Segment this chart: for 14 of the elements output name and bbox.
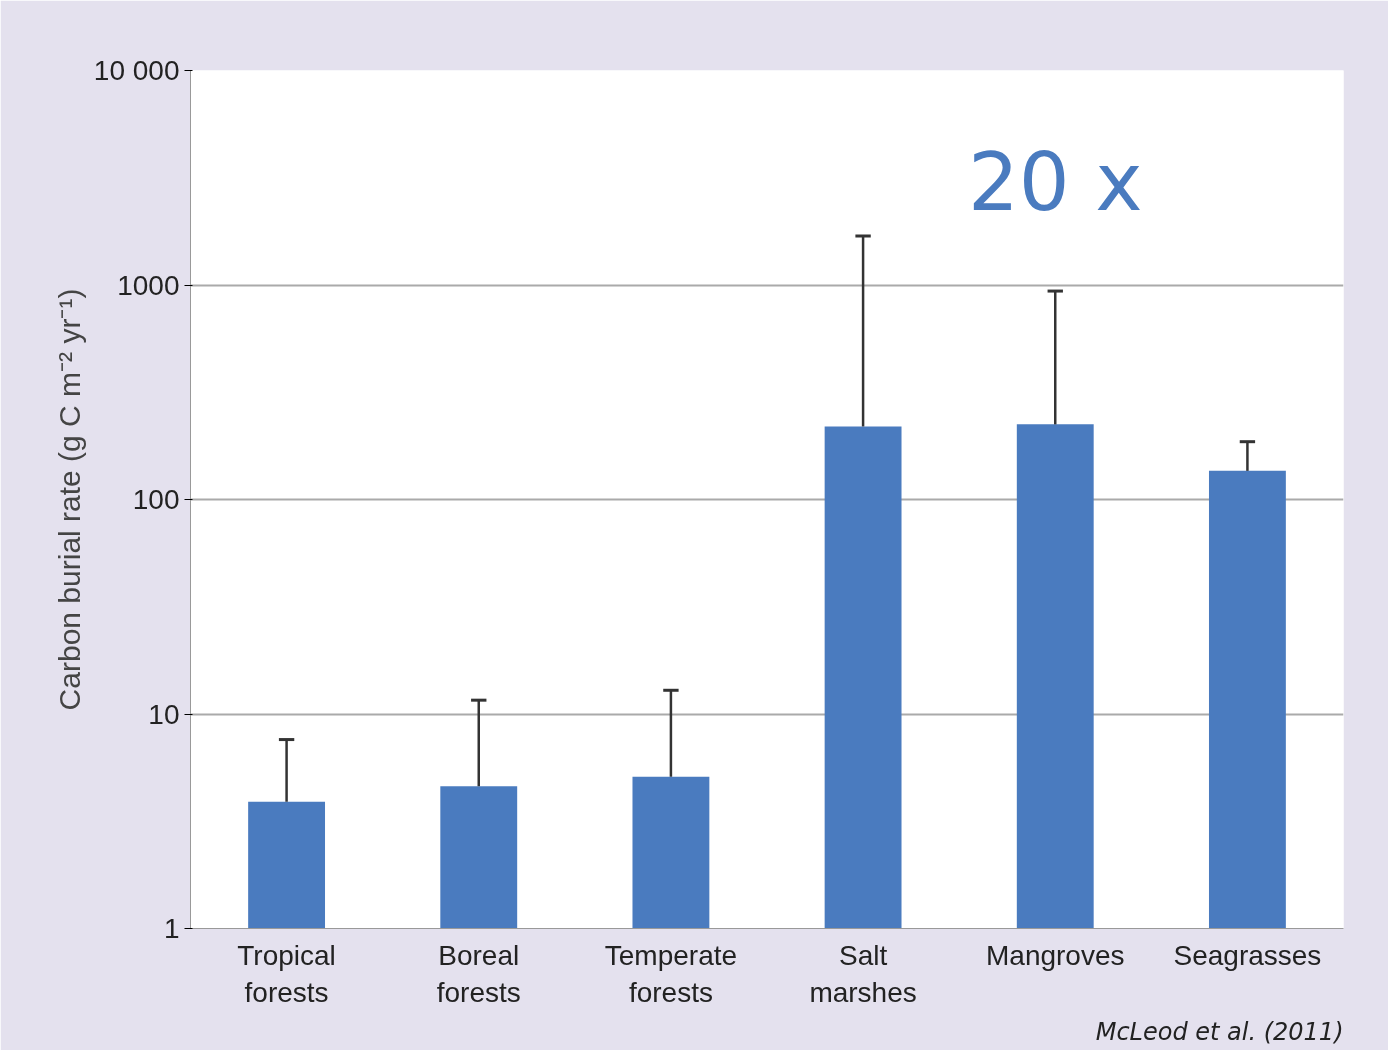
y-tick-label: 1 — [163, 913, 180, 944]
text: McLeod et al. (2011) — [1095, 1017, 1344, 1046]
x-tick-label: Temperate forests — [604, 939, 738, 1008]
y-axis-title: Carbon burial rate (g C m⁻² yr⁻¹) — [52, 288, 86, 711]
y-tick-label: 100 — [132, 484, 180, 515]
x-tick-label: Mangroves — [986, 939, 1125, 971]
x-tick-label: Seagrasses — [1173, 939, 1322, 971]
y-tick-label: 1000 — [117, 269, 180, 301]
annotation: 20 x — [967, 136, 1143, 230]
x-tick-label: Salt marshes — [809, 939, 917, 1008]
x-tick-label: Tropical forests — [237, 939, 336, 1008]
x-tick-label: Boreal forests — [436, 939, 521, 1008]
y-tick-label: 10 — [148, 698, 180, 730]
y-tick-label: 10 000 — [93, 55, 180, 86]
